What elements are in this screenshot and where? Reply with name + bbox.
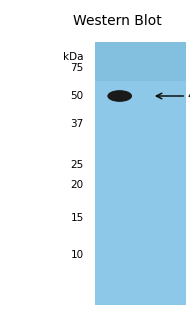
Text: 49kDa: 49kDa — [187, 91, 190, 101]
Text: Western Blot: Western Blot — [73, 14, 162, 28]
Bar — [95, 42, 186, 82]
Text: 75: 75 — [70, 63, 84, 73]
Text: 20: 20 — [70, 180, 84, 190]
Bar — [95, 42, 186, 305]
Text: 15: 15 — [70, 213, 84, 223]
Text: 25: 25 — [70, 160, 84, 170]
Text: kDa: kDa — [63, 52, 84, 62]
Text: 37: 37 — [70, 119, 84, 129]
Ellipse shape — [107, 90, 132, 102]
Text: 50: 50 — [70, 91, 84, 101]
Text: 10: 10 — [70, 250, 84, 260]
